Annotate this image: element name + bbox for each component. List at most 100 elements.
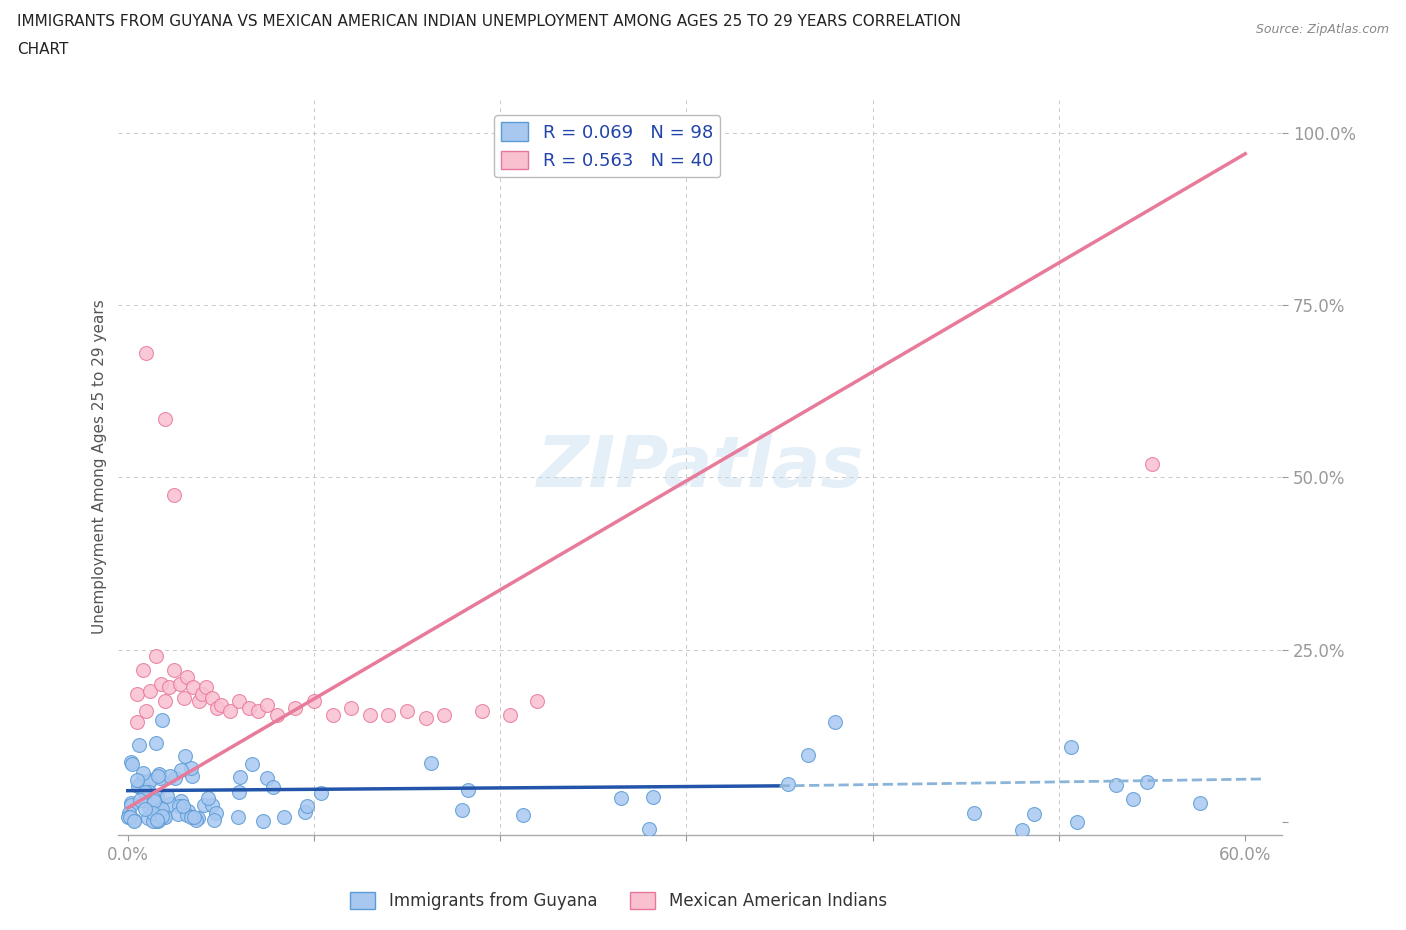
Point: [173, 690, 195, 705]
Text: Source: ZipAtlas.com: Source: ZipAtlas.com: [1256, 23, 1389, 36]
Point: [187, 810, 209, 825]
Point: [1122, 791, 1144, 806]
Point: [120, 796, 142, 811]
Point: [153, 810, 176, 825]
Point: [205, 700, 228, 715]
Point: [1105, 777, 1128, 792]
Point: [1066, 815, 1088, 830]
Point: [273, 809, 295, 824]
Point: [145, 736, 167, 751]
Point: [153, 411, 176, 426]
Point: [181, 680, 204, 695]
Point: [498, 708, 520, 723]
Point: [1011, 822, 1033, 837]
Point: [359, 708, 381, 723]
Point: [262, 779, 284, 794]
Point: [156, 789, 179, 804]
Text: CHART: CHART: [17, 42, 69, 57]
Point: [176, 804, 198, 818]
Point: [146, 769, 169, 784]
Text: ZIPatlas: ZIPatlas: [537, 432, 865, 501]
Point: [129, 792, 152, 807]
Point: [512, 807, 534, 822]
Point: [125, 772, 148, 787]
Point: [415, 711, 437, 725]
Point: [963, 805, 986, 820]
Point: [124, 814, 146, 829]
Point: [1060, 739, 1083, 754]
Point: [150, 808, 173, 823]
Point: [256, 698, 278, 712]
Point: [142, 790, 165, 805]
Point: [120, 809, 142, 824]
Point: [132, 783, 155, 798]
Point: [142, 813, 165, 828]
Point: [143, 803, 166, 817]
Point: [149, 770, 172, 785]
Point: [181, 768, 204, 783]
Point: [124, 812, 146, 827]
Point: [146, 789, 169, 804]
Point: [1189, 795, 1212, 810]
Point: [778, 777, 800, 791]
Point: [228, 694, 250, 709]
Point: [145, 813, 167, 828]
Point: [135, 346, 157, 361]
Point: [228, 770, 250, 785]
Point: [166, 807, 188, 822]
Point: [139, 773, 162, 788]
Point: [420, 756, 443, 771]
Point: [194, 680, 217, 695]
Point: [138, 785, 160, 800]
Point: [149, 800, 172, 815]
Point: [433, 708, 456, 723]
Point: [471, 704, 494, 719]
Point: [167, 799, 190, 814]
Point: [201, 797, 224, 812]
Point: [302, 694, 325, 709]
Point: [163, 770, 186, 785]
Point: [526, 694, 548, 709]
Text: IMMIGRANTS FROM GUYANA VS MEXICAN AMERICAN INDIAN UNEMPLOYMENT AMONG AGES 25 TO : IMMIGRANTS FROM GUYANA VS MEXICAN AMERIC…: [17, 14, 960, 29]
Point: [170, 763, 193, 777]
Point: [157, 680, 180, 695]
Point: [184, 813, 207, 828]
Point: [163, 663, 186, 678]
Legend: R = 0.069   N = 98, R = 0.563   N = 40: R = 0.069 N = 98, R = 0.563 N = 40: [494, 115, 720, 178]
Legend: Immigrants from Guyana, Mexican American Indians: Immigrants from Guyana, Mexican American…: [343, 885, 894, 917]
Point: [125, 714, 148, 729]
Point: [457, 783, 479, 798]
Point: [135, 704, 157, 719]
Point: [145, 649, 167, 664]
Point: [294, 804, 316, 819]
Point: [824, 714, 846, 729]
Point: [197, 790, 219, 805]
Point: [187, 694, 209, 709]
Point: [247, 704, 270, 719]
Point: [159, 796, 181, 811]
Point: [797, 748, 820, 763]
Point: [138, 775, 160, 790]
Point: [127, 778, 149, 793]
Point: [172, 798, 194, 813]
Point: [117, 809, 139, 824]
Point: [159, 769, 181, 784]
Point: [1024, 806, 1046, 821]
Point: [1140, 457, 1163, 472]
Point: [238, 700, 260, 715]
Point: [295, 799, 318, 814]
Point: [643, 790, 665, 804]
Point: [121, 757, 143, 772]
Point: [145, 813, 167, 828]
Point: [322, 708, 344, 723]
Point: [152, 809, 174, 824]
Point: [170, 794, 193, 809]
Point: [136, 810, 159, 825]
Point: [120, 754, 142, 769]
Point: [202, 813, 225, 828]
Point: [311, 786, 333, 801]
Point: [129, 779, 152, 794]
Point: [163, 487, 186, 502]
Y-axis label: Unemployment Among Ages 25 to 29 years: Unemployment Among Ages 25 to 29 years: [93, 299, 107, 634]
Point: [174, 748, 197, 763]
